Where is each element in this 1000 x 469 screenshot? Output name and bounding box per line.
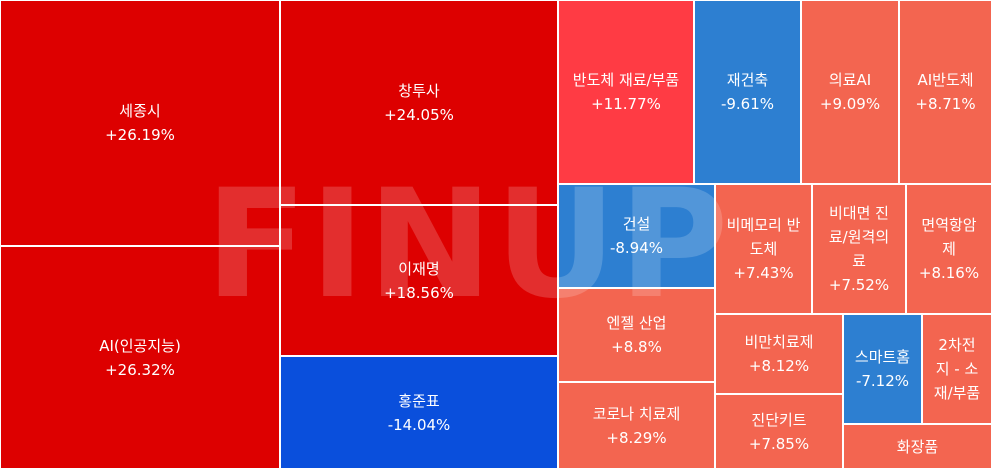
- tile-name: 재건축: [726, 71, 769, 89]
- treemap-tile[interactable]: 비대면 진 료/원격의 료 +7.52%: [812, 184, 906, 314]
- tile-name: 의료AI: [828, 71, 872, 89]
- tile-change: -14.04%: [387, 415, 451, 434]
- tile-name: 비대면 진 료/원격의 료: [828, 204, 890, 270]
- tile-change: -7.12%: [855, 372, 910, 390]
- tile-change: +8.29%: [606, 428, 667, 447]
- tile-change: -9.61%: [720, 95, 775, 113]
- tile-change: +7.85%: [748, 434, 810, 453]
- tile-name: AI반도체: [917, 71, 974, 89]
- treemap-tile[interactable]: 반도체 재료/부품 +11.77%: [558, 0, 694, 184]
- tile-name: 엔젤 산업: [606, 314, 667, 332]
- tile-change: +9.09%: [819, 95, 881, 113]
- tile-name: 2차전 지 - 소 재/부품: [933, 336, 981, 402]
- tile-name: 비메모리 반 도체: [726, 216, 801, 258]
- tile-change: +7.43%: [733, 264, 794, 282]
- treemap-tile[interactable]: AI(인공지능) +26.32%: [0, 246, 280, 469]
- tile-name: 세종시: [119, 102, 161, 120]
- treemap-tile[interactable]: 비메모리 반 도체 +7.43%: [715, 184, 812, 314]
- tile-name: 건설: [622, 215, 651, 233]
- treemap-tile[interactable]: 의료AI +9.09%: [801, 0, 899, 184]
- treemap-tile[interactable]: 코로나 치료제 +8.29%: [558, 382, 715, 469]
- tile-name: 화장품: [896, 437, 939, 456]
- tile-change: +24.05%: [384, 105, 454, 124]
- treemap-tile[interactable]: 창투사 +24.05%: [280, 0, 558, 205]
- tile-name: 홍준표: [398, 391, 440, 410]
- tile-name: 비만치료제: [744, 333, 814, 351]
- tile-name: 창투사: [398, 81, 440, 100]
- tile-name: AI(인공지능): [99, 336, 181, 355]
- treemap-tile[interactable]: AI반도체 +8.71%: [899, 0, 992, 184]
- tile-name: 스마트홈: [854, 348, 911, 366]
- tile-change: +8.12%: [748, 357, 810, 375]
- tile-change: +11.77%: [591, 95, 661, 113]
- treemap-tile[interactable]: 비만치료제 +8.12%: [715, 314, 843, 394]
- treemap-tile[interactable]: 홍준표 -14.04%: [280, 356, 558, 469]
- tile-change: +26.19%: [105, 126, 175, 144]
- tile-name: 코로나 치료제: [592, 404, 681, 423]
- tile-change: +18.56%: [384, 283, 454, 302]
- tile-name: 면역항암 제: [921, 216, 977, 258]
- tile-name: 이재명: [398, 259, 440, 278]
- treemap-tile[interactable]: 면역항암 제 +8.16%: [906, 184, 992, 314]
- tile-change: +8.8%: [611, 338, 662, 356]
- treemap-tile[interactable]: 세종시 +26.19%: [0, 0, 280, 246]
- treemap-tile[interactable]: 진단키트 +7.85%: [715, 394, 843, 469]
- tile-change: +7.52%: [828, 276, 890, 294]
- treemap-tile[interactable]: 스마트홈 -7.12%: [843, 314, 922, 424]
- tile-name: 반도체 재료/부품: [572, 71, 680, 89]
- treemap-tile[interactable]: 2차전 지 - 소 재/부품: [922, 314, 992, 424]
- tile-change: +8.71%: [915, 95, 976, 113]
- tile-change: +8.16%: [918, 264, 980, 282]
- treemap-tile[interactable]: 화장품: [843, 424, 992, 469]
- tile-change: -8.94%: [609, 239, 664, 257]
- tile-name: 진단키트: [751, 410, 807, 429]
- treemap-tile[interactable]: 재건축 -9.61%: [694, 0, 801, 184]
- tile-change: +26.32%: [105, 360, 175, 379]
- treemap-tile[interactable]: 건설 -8.94%: [558, 184, 715, 288]
- treemap-tile[interactable]: 엔젤 산업 +8.8%: [558, 288, 715, 382]
- treemap-tile[interactable]: 이재명 +18.56%: [280, 205, 558, 356]
